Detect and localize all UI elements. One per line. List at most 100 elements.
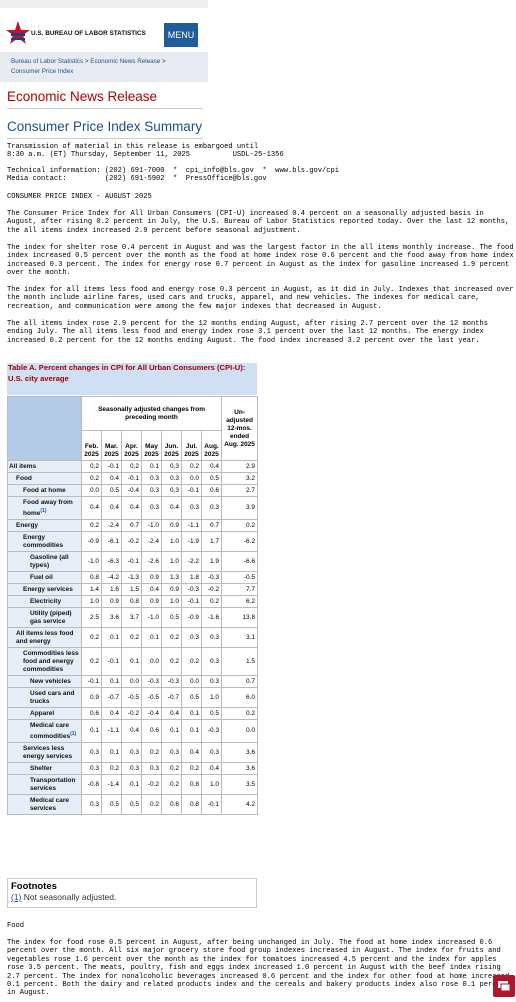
table-row: New vehicles -0.1 0.1 0.0 -0.3 -0.3 0.0 0.3 0.7: [7, 675, 259, 689]
value-cell: 0.4: [161, 495, 182, 521]
table-row: Used cars and trucks 0.9 -0.7 -0.5 -0.5 -0.7 0…: [7, 687, 259, 709]
value-cell: -1.0: [141, 607, 162, 629]
value-cell: 0.3: [181, 627, 202, 649]
month-header: Jul. 2025: [181, 430, 202, 461]
value-cell: -0.3: [200, 719, 223, 744]
value-cell: -0.5: [141, 687, 162, 709]
value-cell: -6.3: [101, 551, 122, 573]
value-cell: 0.7: [221, 675, 259, 689]
value-cell: -1.1: [101, 719, 122, 744]
paragraph: The index for shelter rose 0.4 percent i…: [7, 244, 514, 278]
unadjusted-header: Un-adjusted 12-mos. ended Aug. 2025: [221, 396, 259, 461]
row-label-text: Energy services: [23, 585, 73, 593]
value-cell: 1.0: [81, 595, 102, 609]
value-cell: 1.4: [81, 583, 102, 597]
value-cell: 0.9: [81, 687, 102, 709]
value-cell: 1.3: [161, 571, 182, 585]
row-label-text: Medical care services: [30, 796, 70, 812]
value-cell: 0.6: [81, 707, 102, 721]
logo: [6, 21, 30, 44]
value-cell: 3.6: [221, 742, 259, 764]
value-cell: 0.7: [121, 519, 142, 533]
value-cell: 0.0: [81, 484, 102, 497]
row-label-text: Shelter: [30, 764, 53, 772]
row-label: Food away from home(1): [7, 495, 82, 521]
value-cell: 7.7: [221, 583, 259, 597]
table-row: Electricity 1.0 0.9 0.8 0.9 1.0 -0.1 0.2 6.2: [7, 595, 259, 609]
value-cell: 0.3: [161, 742, 182, 764]
table-row: Commodities less food and energy commodi…: [7, 647, 259, 677]
footnote-ref[interactable]: (1): [40, 507, 47, 514]
value-cell: 0.0: [181, 675, 202, 689]
value-cell: 0.4: [181, 742, 202, 764]
row-label: All items: [7, 460, 82, 473]
footnote-marker[interactable]: (1): [11, 892, 22, 902]
paragraph: The Consumer Price Index for All Urban C…: [7, 210, 510, 235]
month-header: Jun. 2025: [161, 430, 182, 461]
value-cell: 1.7: [200, 531, 223, 553]
value-cell: 0.0: [141, 647, 162, 677]
value-cell: -0.8: [81, 774, 102, 796]
value-cell: -2.4: [141, 531, 162, 553]
value-cell: 0.3: [81, 762, 102, 776]
value-cell: 1.0: [161, 551, 182, 573]
row-label: Commodities less food and energy commodi…: [7, 647, 82, 677]
footnote-text: Not seasonally adjusted.: [23, 892, 117, 902]
value-cell: 0.1: [121, 647, 142, 677]
value-cell: -0.1: [121, 472, 142, 485]
value-cell: 0.1: [141, 460, 162, 473]
value-cell: 0.2: [141, 742, 162, 764]
value-cell: 1.0: [200, 687, 223, 709]
value-cell: 0.3: [81, 794, 102, 816]
month-header: Feb. 2025: [81, 430, 102, 461]
breadcrumb-link[interactable]: Consumer Price Index: [11, 68, 74, 75]
corner-cell: [7, 396, 82, 461]
footnote-ref[interactable]: (1): [70, 730, 77, 737]
value-cell: 0.1: [101, 742, 122, 764]
breadcrumbs: Bureau of Labor StatisticsEconomic News …: [0, 52, 208, 82]
value-cell: 0.4: [161, 707, 182, 721]
value-cell: 0.9: [101, 595, 122, 609]
row-label-text: Electricity: [30, 597, 62, 605]
menu-button[interactable]: MENU: [164, 23, 198, 47]
value-cell: 2.5: [81, 607, 102, 629]
value-cell: 0.3: [200, 495, 223, 521]
breadcrumb-link[interactable]: Bureau of Labor Statistics: [11, 58, 90, 65]
value-cell: 0.1: [81, 719, 102, 744]
row-label: Shelter: [7, 762, 82, 776]
value-cell: 1.0: [161, 531, 182, 553]
chat-button[interactable]: [493, 975, 515, 997]
table-row: Utility (piped) gas service 2.5 3.6 3.7 -1.0…: [7, 607, 259, 629]
value-cell: -0.7: [101, 687, 122, 709]
value-cell: -2.6: [141, 551, 162, 573]
value-cell: 0.2: [161, 774, 182, 796]
value-cell: 0.2: [161, 647, 182, 677]
row-label: Fuel oil: [7, 571, 82, 585]
value-cell: 4.2: [221, 794, 259, 816]
value-cell: 0.3: [181, 495, 202, 521]
value-cell: 0.5: [181, 687, 202, 709]
row-label-text: Medical care commodities: [30, 721, 71, 740]
value-cell: 3.6: [221, 762, 259, 776]
value-cell: 0.5: [200, 707, 223, 721]
footnotes-title: Footnotes: [11, 881, 57, 892]
value-cell: 0.2: [181, 460, 202, 473]
value-cell: 0.3: [161, 460, 182, 473]
value-cell: 0.3: [200, 675, 223, 689]
row-label: Energy: [7, 519, 82, 533]
value-cell: 0.8: [181, 794, 202, 816]
value-cell: -1.0: [81, 551, 102, 573]
breadcrumb-link[interactable]: Economic News Release: [90, 58, 165, 65]
value-cell: -2.2: [181, 551, 202, 573]
row-label-text: Energy commodities: [23, 533, 64, 549]
value-cell: -0.2: [200, 583, 223, 597]
row-label: Used cars and trucks: [7, 687, 82, 709]
row-label: Apparel: [7, 707, 82, 721]
row-label-text: Utility (piped) gas service: [30, 609, 72, 625]
value-cell: -0.3: [161, 675, 182, 689]
table-row: Energy commodities -0.9 -6.1 -0.2 -2.4 1.0 -1.…: [7, 531, 259, 553]
value-cell: 0.3: [200, 627, 223, 649]
table-row: All items less food and energy 0.2 0.1 0.2 0…: [7, 627, 259, 649]
cpi-table: Seasonally adjusted changes from precedi…: [7, 396, 259, 816]
row-label-text: All items less food and energy: [16, 629, 74, 645]
